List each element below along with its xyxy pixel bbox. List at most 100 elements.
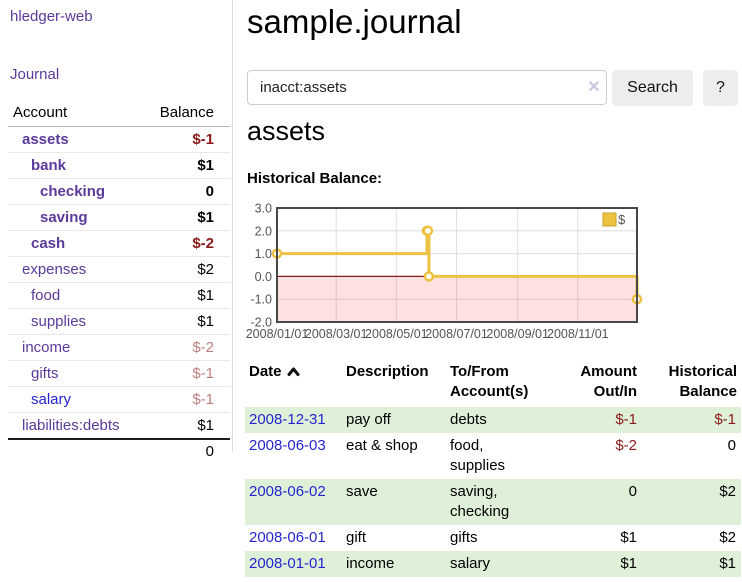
accounts-column-header: To/From Account(s) bbox=[450, 363, 529, 400]
description-cell: pay off bbox=[346, 411, 391, 428]
account-link[interactable]: assets bbox=[22, 131, 69, 148]
account-link[interactable]: gifts bbox=[31, 365, 59, 382]
date-cell: 2008-06-01 bbox=[245, 525, 342, 551]
account-balance: $-2 bbox=[192, 339, 214, 356]
balance-cell: $-1 bbox=[714, 411, 736, 428]
amount-cell: $-1 bbox=[615, 411, 637, 428]
svg-text:1.0: 1.0 bbox=[255, 247, 272, 261]
svg-text:$: $ bbox=[618, 212, 626, 227]
transaction-date-link[interactable]: 2008-06-01 bbox=[249, 529, 326, 546]
transaction-date-link[interactable]: 2008-06-03 bbox=[249, 437, 326, 454]
amount-cell: $1 bbox=[620, 555, 637, 572]
account-row: food $1 bbox=[8, 283, 230, 309]
account-balance: $1 bbox=[197, 209, 214, 226]
svg-text:2008/03/01: 2008/03/01 bbox=[305, 327, 368, 341]
accounts-total-value: 0 bbox=[205, 443, 214, 460]
date-header-label: Date bbox=[249, 363, 282, 380]
account-balance: $-2 bbox=[192, 235, 214, 252]
account-column-header: Account bbox=[13, 104, 68, 121]
account-link[interactable]: saving bbox=[40, 209, 88, 226]
accounts-table: Account Balance assets $-1 bank $1 checking 0… bbox=[8, 102, 230, 463]
search-button[interactable]: Search bbox=[612, 70, 693, 106]
account-link[interactable]: expenses bbox=[22, 261, 87, 278]
svg-text:2008/07/01: 2008/07/01 bbox=[425, 327, 488, 341]
register-row: 2008-06-01 gift gifts $1 $2 bbox=[245, 525, 741, 551]
account-row: checking 0 bbox=[8, 179, 230, 205]
accounts-cell: salary bbox=[450, 555, 491, 572]
description-cell: income bbox=[346, 555, 395, 572]
account-row: expenses $2 bbox=[8, 257, 230, 283]
svg-text:2.0: 2.0 bbox=[255, 224, 272, 238]
description-cell: eat & shop bbox=[346, 437, 418, 454]
account-balance: $1 bbox=[197, 417, 214, 434]
account-row: cash $-2 bbox=[8, 231, 230, 257]
svg-text:2008/05/01: 2008/05/01 bbox=[365, 327, 428, 341]
register-row: 2008-06-03 eat & shop food, supplies $-2 0 bbox=[245, 433, 741, 479]
clear-search-icon[interactable]: ✕ bbox=[587, 79, 601, 96]
account-row: assets $-1 bbox=[8, 127, 230, 153]
svg-text:3.0: 3.0 bbox=[255, 202, 272, 216]
historical-balance-chart[interactable]: $3.0 2.0 1.0 0.0 -1.0 -2.0 2008/01/01 2008/03/0… bbox=[246, 202, 646, 347]
balance-cell: $2 bbox=[719, 529, 736, 546]
date-cell: 2008-06-02 bbox=[245, 479, 342, 525]
account-row: bank $1 bbox=[8, 153, 230, 179]
date-column-header[interactable]: Date bbox=[245, 360, 342, 407]
balance-cell: $1 bbox=[719, 555, 736, 572]
accounts-table-header: Account Balance bbox=[8, 102, 230, 127]
account-link[interactable]: food bbox=[31, 287, 61, 304]
balance-column-header: Historical Balance bbox=[668, 363, 737, 400]
account-link[interactable]: supplies bbox=[31, 313, 87, 330]
account-balance: $1 bbox=[197, 287, 214, 304]
account-link[interactable]: cash bbox=[31, 235, 66, 252]
account-link[interactable]: income bbox=[22, 339, 71, 356]
account-balance: $2 bbox=[197, 261, 214, 278]
accounts-total-row: 0 bbox=[8, 438, 230, 463]
accounts-cell: debts bbox=[450, 411, 487, 428]
register-header-row: Date Description To/From Account(s) Amou… bbox=[245, 360, 741, 407]
date-cell: 2008-01-01 bbox=[245, 551, 342, 577]
description-cell: save bbox=[346, 483, 378, 500]
transaction-date-link[interactable]: 2008-06-02 bbox=[249, 483, 326, 500]
account-heading: assets bbox=[247, 116, 326, 146]
account-balance: $1 bbox=[197, 313, 214, 330]
svg-text:2008/09/01: 2008/09/01 bbox=[486, 327, 549, 341]
balance-cell: $2 bbox=[719, 483, 736, 500]
svg-text:-2.0: -2.0 bbox=[250, 316, 272, 330]
help-button[interactable]: ? bbox=[703, 70, 738, 106]
svg-text:2008/01/01: 2008/01/01 bbox=[246, 327, 309, 341]
account-link[interactable]: salary bbox=[31, 391, 72, 408]
date-cell: 2008-06-03 bbox=[245, 433, 342, 479]
account-row: saving $1 bbox=[8, 205, 230, 231]
account-balance: $1 bbox=[197, 157, 214, 174]
sidebar: hledger-web Journal Account Balance asse… bbox=[0, 0, 233, 460]
transaction-date-link[interactable]: 2008-01-01 bbox=[249, 555, 326, 572]
svg-text:-1.0: -1.0 bbox=[250, 293, 272, 307]
app-title-link[interactable]: hledger-web bbox=[10, 8, 93, 25]
balance-cell: 0 bbox=[727, 437, 736, 454]
register-row: 2008-12-31 pay off debts $-1 $-1 bbox=[245, 407, 741, 433]
account-link[interactable]: liabilities:debts bbox=[22, 417, 120, 434]
page-title: sample.journal bbox=[247, 3, 462, 40]
transaction-date-link[interactable]: 2008-12-31 bbox=[249, 411, 326, 428]
account-row: gifts $-1 bbox=[8, 361, 230, 387]
sidebar-item-journal[interactable]: Journal bbox=[10, 66, 60, 83]
account-row: salary $-1 bbox=[8, 387, 230, 413]
amount-cell: $-2 bbox=[615, 437, 637, 454]
description-column-header: Description bbox=[346, 363, 429, 380]
accounts-table-rows: assets $-1 bank $1 checking 0 saving $1 cash $-2 e… bbox=[8, 127, 230, 438]
register-table: Date Description To/From Account(s) Amou… bbox=[245, 360, 741, 577]
search-input[interactable] bbox=[247, 70, 607, 105]
accounts-cell: gifts bbox=[450, 529, 478, 546]
account-link[interactable]: bank bbox=[31, 157, 67, 174]
sort-ascending-icon bbox=[287, 363, 300, 383]
account-row: supplies $1 bbox=[8, 309, 230, 335]
account-row: liabilities:debts $1 bbox=[8, 413, 230, 438]
amount-cell: 0 bbox=[628, 483, 637, 500]
account-balance: $-1 bbox=[192, 391, 214, 408]
amount-column-header: Amount Out/In bbox=[580, 363, 637, 400]
register-row: 2008-06-02 save saving, checking 0 $2 bbox=[245, 479, 741, 525]
account-link[interactable]: checking bbox=[40, 183, 106, 200]
amount-cell: $1 bbox=[620, 529, 637, 546]
register-row: 2008-01-01 income salary $1 $1 bbox=[245, 551, 741, 577]
balance-column-header: Balance bbox=[159, 104, 214, 121]
